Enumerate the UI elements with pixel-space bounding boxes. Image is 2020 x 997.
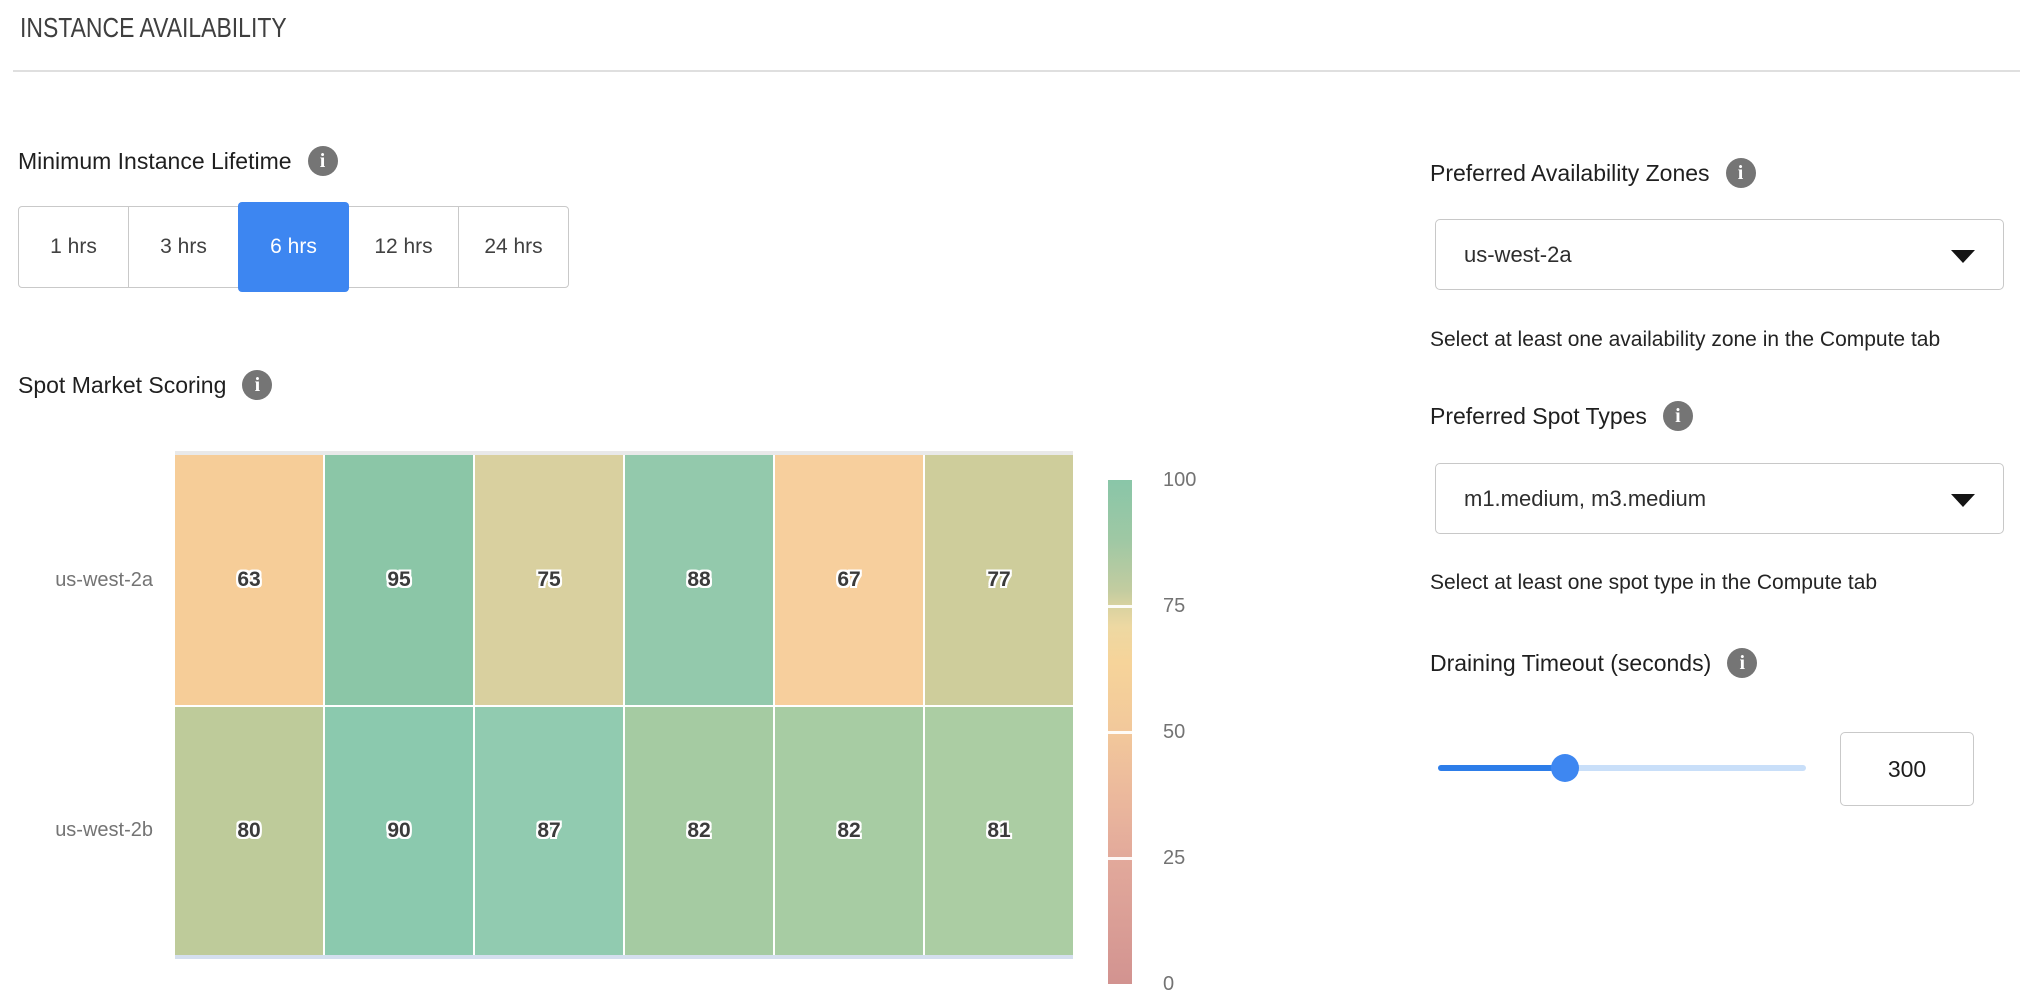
spot-types-dropdown[interactable]: m1.medium, m3.medium <box>1435 463 2004 534</box>
lifetime-option-12-hrs[interactable]: 12 hrs <box>348 206 459 288</box>
colorbar-divider <box>1108 605 1132 608</box>
lifetime-option-1-hrs[interactable]: 1 hrs <box>18 206 129 288</box>
heatmap-cell: 95 <box>325 455 473 705</box>
minimum-instance-lifetime-section: Minimum Instance Lifetime i <box>18 146 338 176</box>
heatmap-cell: 77 <box>925 455 1073 705</box>
availability-zones-dropdown[interactable]: us-west-2a <box>1435 219 2004 290</box>
colorbar-divider <box>1108 857 1132 860</box>
draining-timeout-section: Draining Timeout (seconds) i <box>1430 648 1758 678</box>
colorbar-divider <box>1108 731 1132 734</box>
colorbar-tick-label: 75 <box>1163 595 1186 617</box>
heatmap-cell: 88 <box>625 455 773 705</box>
heatmap-cell: 67 <box>775 455 923 705</box>
info-icon[interactable]: i <box>1727 648 1758 678</box>
slider-thumb[interactable] <box>1550 754 1579 782</box>
color-gradient-bar <box>1108 480 1132 984</box>
lifetime-option-3-hrs[interactable]: 3 hrs <box>128 206 239 288</box>
heatmap-bottom-axis <box>175 955 1073 959</box>
heatmap-cell: 82 <box>625 707 773 955</box>
page-title: INSTANCE AVAILABILITY <box>20 12 287 43</box>
spot-types-value: m1.medium, m3.medium <box>1464 485 1707 511</box>
colorbar-tick-label: 100 <box>1163 469 1197 491</box>
spot-types-helper: Select at least one spot type in the Com… <box>1430 571 1878 594</box>
availability-zones-helper: Select at least one availability zone in… <box>1430 328 1941 351</box>
heatmap-row-label: us-west-2b <box>55 819 153 841</box>
colorbar-tick-label: 25 <box>1163 847 1186 869</box>
spot-market-scoring-label: Spot Market Scoring <box>18 371 227 398</box>
preferred-spot-types-section: Preferred Spot Types i <box>1430 401 1693 431</box>
heatmap-top-border <box>175 451 1073 455</box>
header-divider <box>13 70 2020 72</box>
info-icon[interactable]: i <box>1725 158 1756 188</box>
slider-fill <box>1438 765 1565 771</box>
colorbar-tick-label: 0 <box>1163 973 1175 995</box>
availability-zones-value: us-west-2a <box>1464 241 1572 267</box>
info-icon[interactable]: i <box>1662 401 1693 431</box>
preferred-availability-zones-section: Preferred Availability Zones i <box>1430 158 1756 188</box>
heatmap-cell: 87 <box>475 707 623 955</box>
preferred-spot-types-label: Preferred Spot Types <box>1430 402 1647 429</box>
heatmap-cell: 80 <box>175 707 323 955</box>
info-icon[interactable]: i <box>307 146 338 176</box>
heatmap-color-axis: 100 75 50 25 0 <box>1108 469 1228 995</box>
draining-timeout-slider[interactable] <box>1438 754 1806 782</box>
heatmap-cell: 81 <box>925 707 1073 955</box>
lifetime-button-group: 1 hrs 3 hrs 6 hrs 12 hrs 24 hrs <box>18 202 569 292</box>
spot-market-heatmap: 63 95 75 88 67 77 80 90 87 82 82 81 <box>175 455 1073 955</box>
heatmap-cell: 82 <box>775 707 923 955</box>
spot-market-scoring-section: Spot Market Scoring i <box>18 370 273 400</box>
heatmap-cell: 63 <box>175 455 323 705</box>
draining-timeout-label: Draining Timeout (seconds) <box>1430 649 1712 676</box>
draining-timeout-input[interactable] <box>1840 732 1974 806</box>
info-icon[interactable]: i <box>242 370 273 400</box>
colorbar-tick-label: 50 <box>1163 721 1186 743</box>
lifetime-option-6-hrs[interactable]: 6 hrs <box>238 202 349 292</box>
lifetime-option-24-hrs[interactable]: 24 hrs <box>458 206 569 288</box>
preferred-availability-zones-label: Preferred Availability Zones <box>1430 159 1710 186</box>
heatmap-cell: 90 <box>325 707 473 955</box>
caret-down-icon[interactable] <box>1951 493 1975 507</box>
heatmap-row-label: us-west-2a <box>55 569 153 591</box>
heatmap-cell: 75 <box>475 455 623 705</box>
minimum-instance-lifetime-label: Minimum Instance Lifetime <box>18 147 292 174</box>
caret-down-icon[interactable] <box>1951 249 1975 263</box>
